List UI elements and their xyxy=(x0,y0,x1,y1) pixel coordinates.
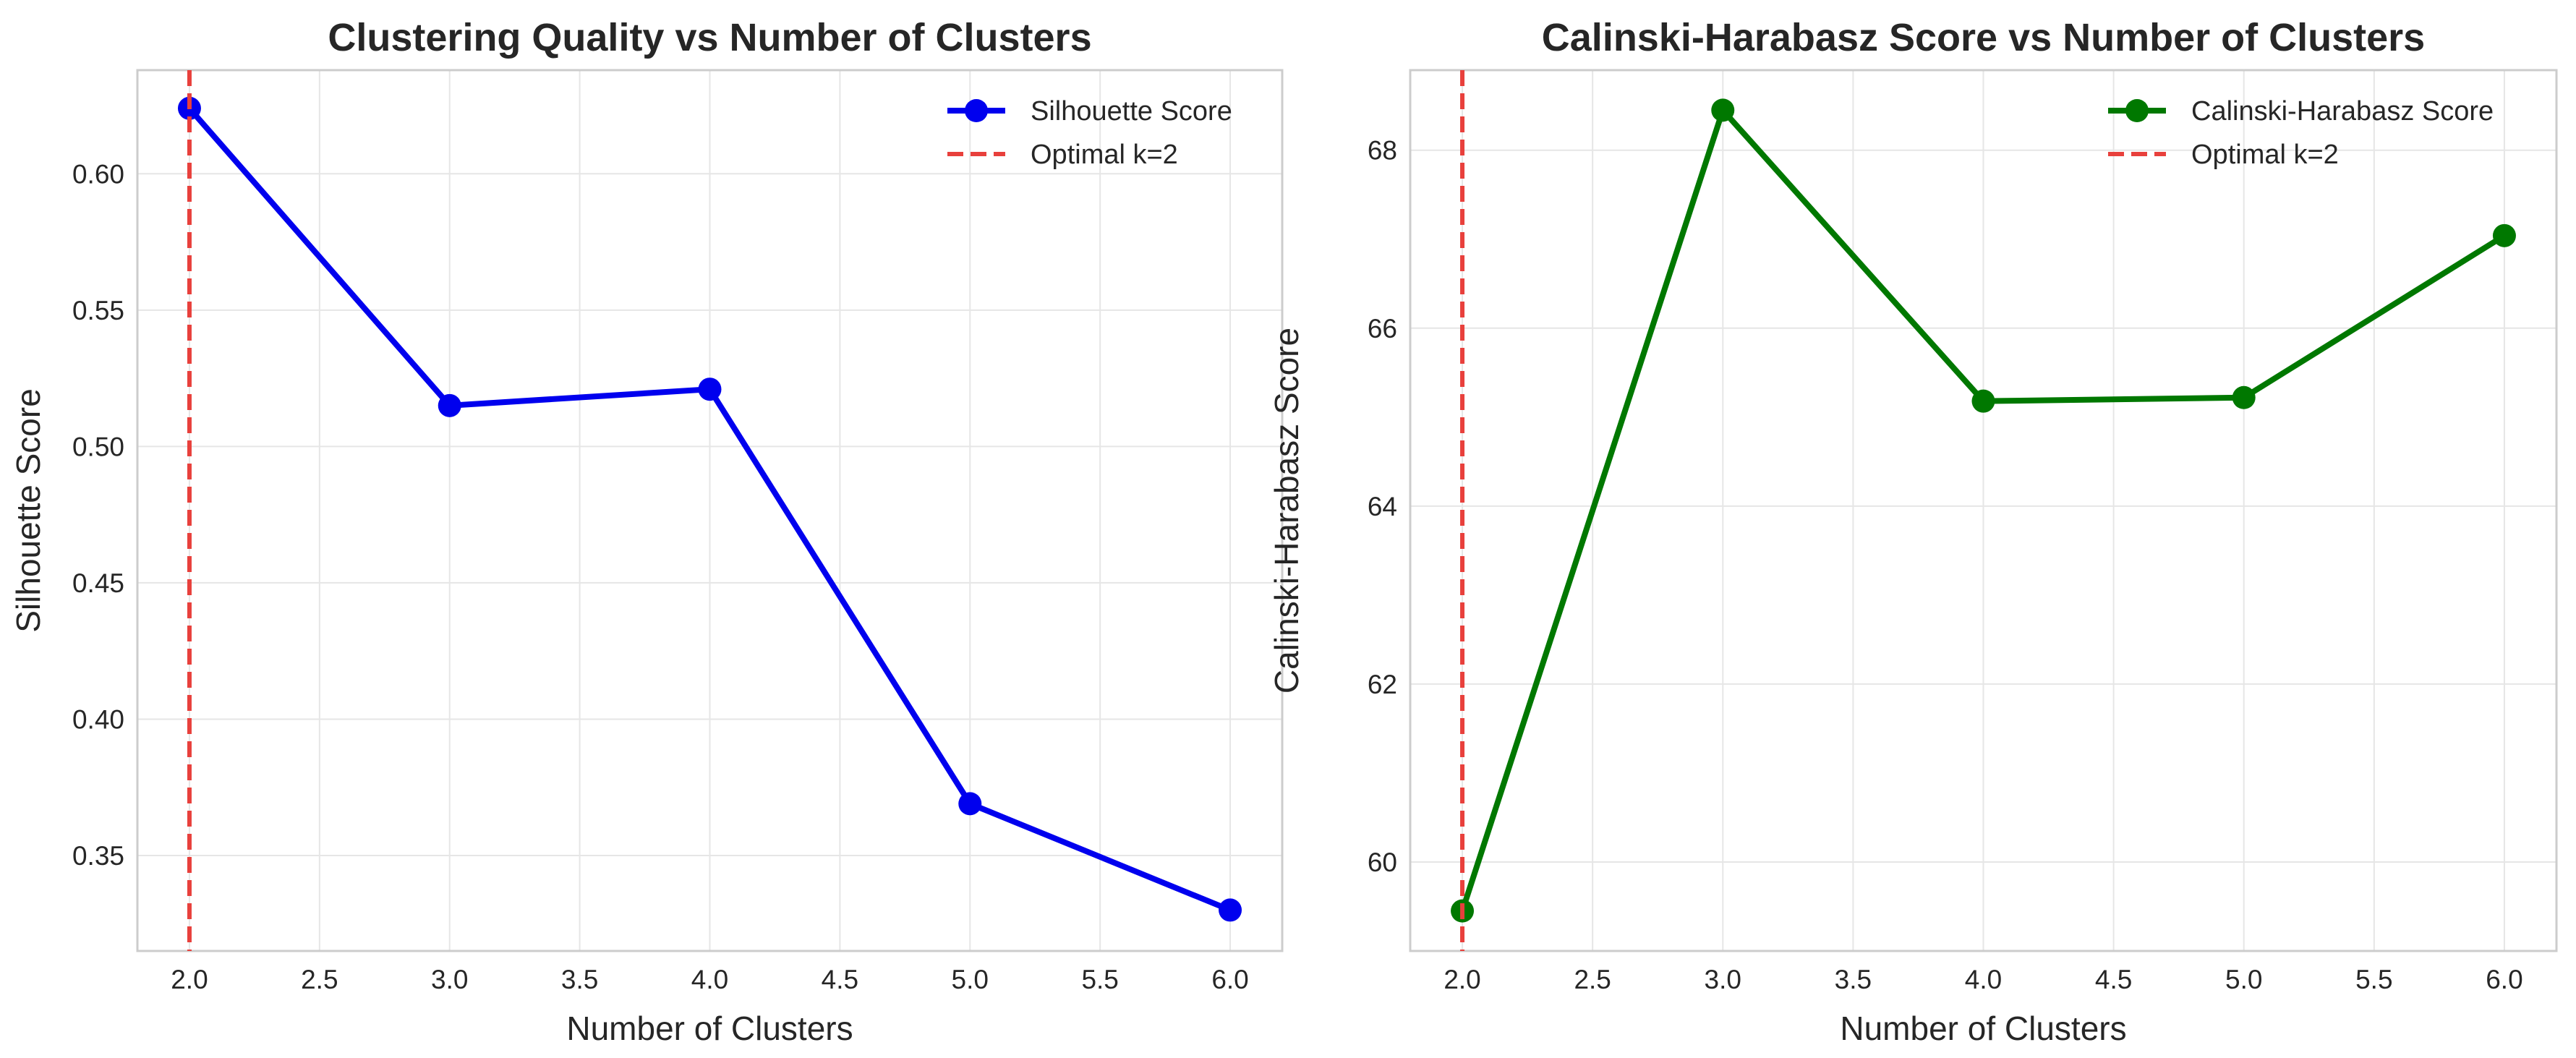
chart-0-legend-series-label: Silhouette Score xyxy=(1031,96,1232,127)
chart-1-x-tick-label-0: 2.0 xyxy=(1443,965,1480,994)
chart-1-y-tick-label-2: 64 xyxy=(1368,492,1397,521)
silhouette-chart: 2.0 2.5 3.0 3.5 4.0 4.5 5.0 5.5 6.0 0.35 0.40 0.45 0… xyxy=(9,16,1284,1047)
chart-1-x-tick-label-2: 3.0 xyxy=(1705,965,1741,994)
chart-1-data-point-1 xyxy=(1711,98,1735,122)
chart-0-x-tick-label-5: 4.5 xyxy=(822,965,858,994)
chart-0-legend-series-marker xyxy=(965,99,988,122)
chart-0-x-tick-label-0: 2.0 xyxy=(171,965,208,994)
chart-1-x-tick-label-5: 4.5 xyxy=(2095,965,2132,994)
chart-0-data-point-2 xyxy=(698,377,722,401)
chart-1-y-tick-label-4: 68 xyxy=(1368,136,1397,166)
chart-1-x-axis-label: Number of Clusters xyxy=(1840,1010,2126,1047)
chart-1-x-tick-label-3: 3.5 xyxy=(1835,965,1872,994)
chart-0-legend-optimal-label: Optimal k=2 xyxy=(1031,140,1178,170)
calinski-harabasz-chart: 2.0 2.5 3.0 3.5 4.0 4.5 5.0 5.5 6.0 60 62 64 66 68 Cal… xyxy=(1268,16,2558,1047)
chart-1-y-axis-label: Calinski-Harabasz Score xyxy=(1268,328,1305,694)
chart-1-legend-series-marker xyxy=(2125,99,2149,122)
chart-1-x-tick-label-4: 4.0 xyxy=(1965,965,2002,994)
chart-1-legend-optimal-label: Optimal k=2 xyxy=(2191,140,2339,170)
chart-0-y-tick-label-5: 0.60 xyxy=(72,159,124,189)
chart-0-x-tick-label-3: 3.5 xyxy=(561,965,598,994)
chart-1-x-tick-label-7: 5.5 xyxy=(2355,965,2392,994)
chart-1-x-tick-label-8: 6.0 xyxy=(2486,965,2522,994)
chart-0-data-point-1 xyxy=(438,393,461,417)
chart-0-y-tick-label-3: 0.50 xyxy=(72,432,124,461)
chart-0-y-tick-label-1: 0.40 xyxy=(72,704,124,734)
chart-0-y-tick-label-0: 0.35 xyxy=(72,841,124,871)
chart-0-x-tick-label-4: 4.0 xyxy=(691,965,728,994)
chart-1-y-tick-label-0: 60 xyxy=(1368,848,1397,877)
chart-0-data-point-4 xyxy=(1219,898,1242,922)
chart-1-data-point-2 xyxy=(1971,389,1995,413)
chart-1-data-point-3 xyxy=(2232,385,2256,409)
chart-0-x-tick-label-1: 2.5 xyxy=(301,965,338,994)
chart-1-legend-series-label: Calinski-Harabasz Score xyxy=(2191,96,2494,127)
chart-0-title: Clustering Quality vs Number of Clusters xyxy=(328,16,1091,59)
chart-0-y-tick-label-4: 0.55 xyxy=(72,296,124,325)
chart-1-y-tick-label-1: 62 xyxy=(1368,670,1397,699)
chart-1-axes-frame xyxy=(1409,69,2558,952)
chart-0-x-tick-label-2: 3.0 xyxy=(431,965,468,994)
chart-0-y-tick-label-2: 0.45 xyxy=(72,568,124,598)
chart-1-data-point-4 xyxy=(2492,223,2516,247)
chart-1-x-tick-label-6: 5.0 xyxy=(2225,965,2262,994)
chart-0-axes-frame xyxy=(136,69,1284,952)
chart-0-x-tick-label-8: 6.0 xyxy=(1211,965,1248,994)
chart-0-y-axis-label: Silhouette Score xyxy=(9,388,47,633)
chart-1-title: Calinski-Harabasz Score vs Number of Clu… xyxy=(1542,16,2425,59)
chart-1-y-tick-label-3: 66 xyxy=(1368,314,1397,344)
chart-0-x-tick-label-6: 5.0 xyxy=(952,965,989,994)
chart-0-x-axis-label: Number of Clusters xyxy=(566,1010,853,1047)
chart-1-x-tick-label-1: 2.5 xyxy=(1574,965,1611,994)
chart-0-x-tick-label-7: 5.5 xyxy=(1081,965,1118,994)
chart-0-data-point-3 xyxy=(958,792,982,816)
